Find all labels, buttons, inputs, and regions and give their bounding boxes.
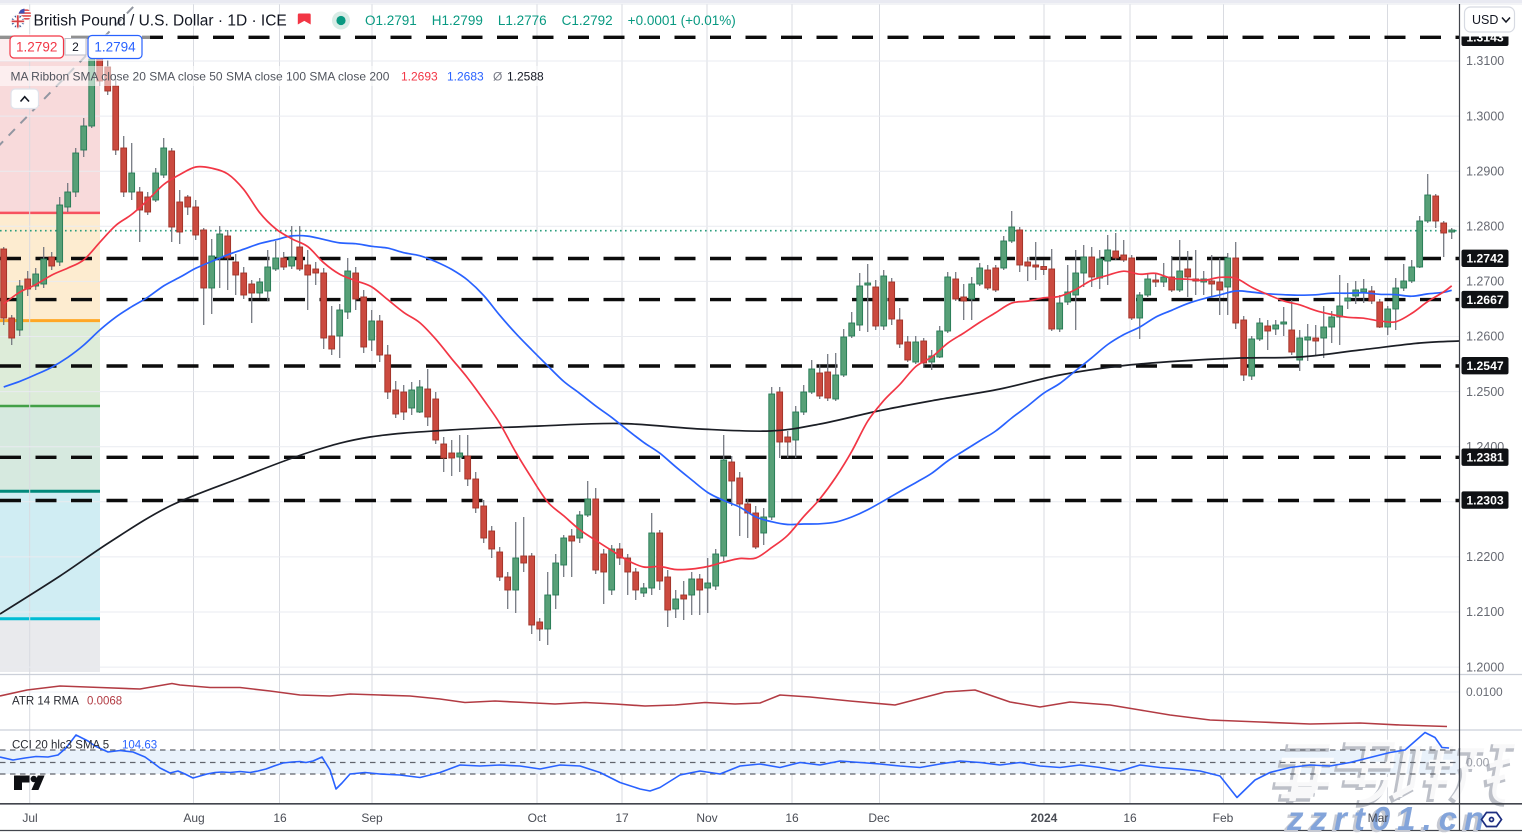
svg-text:Nov: Nov	[696, 811, 717, 825]
svg-text:1.2100: 1.2100	[1466, 605, 1504, 619]
svg-text:Jul: Jul	[22, 811, 37, 825]
svg-text:Dec: Dec	[868, 811, 889, 825]
svg-text:2024: 2024	[1031, 811, 1058, 825]
svg-text:British Pound / U.S. Dollar ·: British Pound / U.S. Dollar · 1D · ICE	[34, 13, 287, 30]
svg-text:CCI 20 hlc3 SMA 5: CCI 20 hlc3 SMA 5	[12, 740, 109, 752]
svg-text:1.2381: 1.2381	[1466, 451, 1503, 465]
svg-text:1.2500: 1.2500	[1466, 385, 1504, 399]
svg-text:1.2667: 1.2667	[1466, 293, 1503, 307]
svg-text:1.2742: 1.2742	[1466, 252, 1503, 266]
svg-text:USD: USD	[1472, 13, 1498, 27]
svg-text:0.0068: 0.0068	[87, 696, 122, 708]
svg-text:1.2683: 1.2683	[447, 70, 484, 84]
svg-text:1.2693: 1.2693	[401, 70, 438, 84]
svg-text:104.63: 104.63	[122, 740, 157, 752]
svg-text:zzrt01.cn: zzrt01.cn	[1286, 800, 1491, 833]
svg-text:Oct: Oct	[528, 811, 547, 825]
svg-text:16: 16	[785, 811, 799, 825]
svg-text:Feb: Feb	[1213, 811, 1234, 825]
svg-text:O1.2791 H1.2799 L1.2776: O1.2791 H1.2799 L1.2776 C1.2792 +0.0001 …	[365, 13, 736, 28]
svg-text:1.2547: 1.2547	[1466, 359, 1503, 373]
svg-text:1.3143: 1.3143	[1466, 31, 1503, 45]
svg-text:Ø: Ø	[493, 70, 502, 84]
svg-text:MA Ribbon SMA close 20 SMA clo: MA Ribbon SMA close 20 SMA close 50 SMA …	[11, 70, 390, 84]
svg-text:16: 16	[273, 811, 287, 825]
svg-text:1.2800: 1.2800	[1466, 220, 1504, 234]
svg-text:1.2900: 1.2900	[1466, 164, 1504, 178]
svg-text:1.2200: 1.2200	[1466, 550, 1504, 564]
svg-text:Aug: Aug	[183, 811, 204, 825]
svg-text:1.2303: 1.2303	[1466, 493, 1503, 507]
svg-text:Mar: Mar	[1368, 811, 1389, 825]
svg-text:16: 16	[1123, 811, 1137, 825]
svg-text:1.2792: 1.2792	[16, 40, 57, 55]
svg-text:1.2700: 1.2700	[1466, 275, 1504, 289]
svg-text:zzrt01.cn: zzrt01.cn	[1283, 802, 1488, 833]
svg-text:2: 2	[72, 40, 79, 54]
svg-text:ATR 14 RMA: ATR 14 RMA	[12, 696, 79, 708]
svg-text:1.3000: 1.3000	[1466, 109, 1504, 123]
svg-text:1.3100: 1.3100	[1466, 54, 1504, 68]
svg-text:1.2794: 1.2794	[94, 40, 136, 55]
svg-text:1.2600: 1.2600	[1466, 330, 1504, 344]
svg-text:1.2000: 1.2000	[1466, 660, 1504, 674]
svg-text:1.2588: 1.2588	[507, 70, 544, 84]
svg-text:0.0100: 0.0100	[1466, 685, 1503, 699]
svg-text:Sep: Sep	[361, 811, 383, 825]
svg-text:0.00: 0.00	[1466, 756, 1490, 770]
svg-text:17: 17	[615, 811, 629, 825]
